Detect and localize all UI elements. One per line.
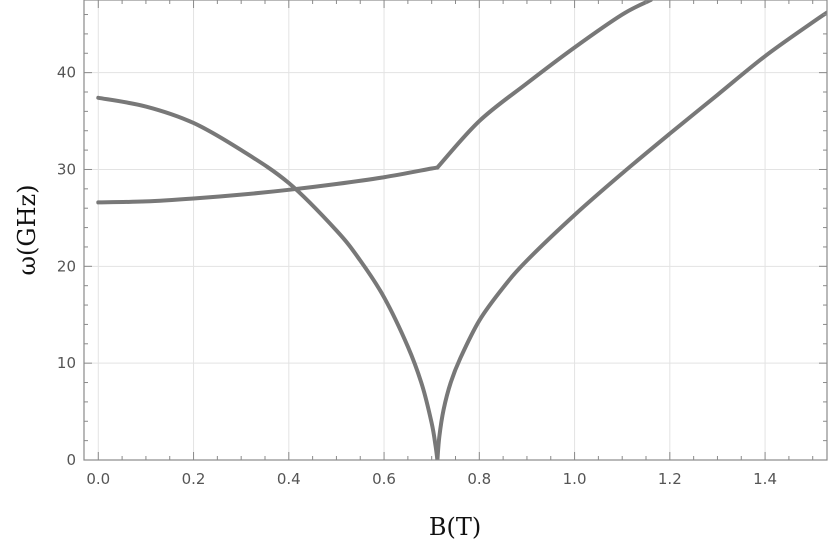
x-tick-label: 0.2 xyxy=(182,470,206,488)
y-tick-label: 10 xyxy=(57,354,76,372)
plot-frame-rect xyxy=(83,0,828,461)
plot-frame xyxy=(83,0,828,461)
x-tick-label: 0.6 xyxy=(372,470,396,488)
x-tick-label: 1.2 xyxy=(658,470,682,488)
x-tick-label: 0.4 xyxy=(277,470,301,488)
y-axis-title: ω(GHz) xyxy=(13,184,41,275)
x-tick-label: 1.4 xyxy=(753,470,777,488)
series-line-1 xyxy=(96,95,440,460)
grid xyxy=(84,0,827,460)
series-line-2 xyxy=(96,165,440,205)
series-line-4 xyxy=(435,10,827,460)
x-tick-label: 0.8 xyxy=(467,470,491,488)
y-tick-label: 20 xyxy=(57,257,76,275)
ticks: 0.0 0.2 0.4 0.6 0.8 1.0 1.2 1.4 0 10 20 30 40 xyxy=(57,0,827,488)
x-tick-label: 0.0 xyxy=(86,470,110,488)
y-tick-label: 30 xyxy=(57,160,76,178)
series-line-3 xyxy=(435,0,653,170)
x-tick-label: 1.0 xyxy=(563,470,587,488)
curves xyxy=(96,0,827,460)
y-tick-label: 40 xyxy=(57,64,76,82)
y-tick-label: 0 xyxy=(66,451,76,469)
x-axis-title: B(T) xyxy=(429,513,481,541)
